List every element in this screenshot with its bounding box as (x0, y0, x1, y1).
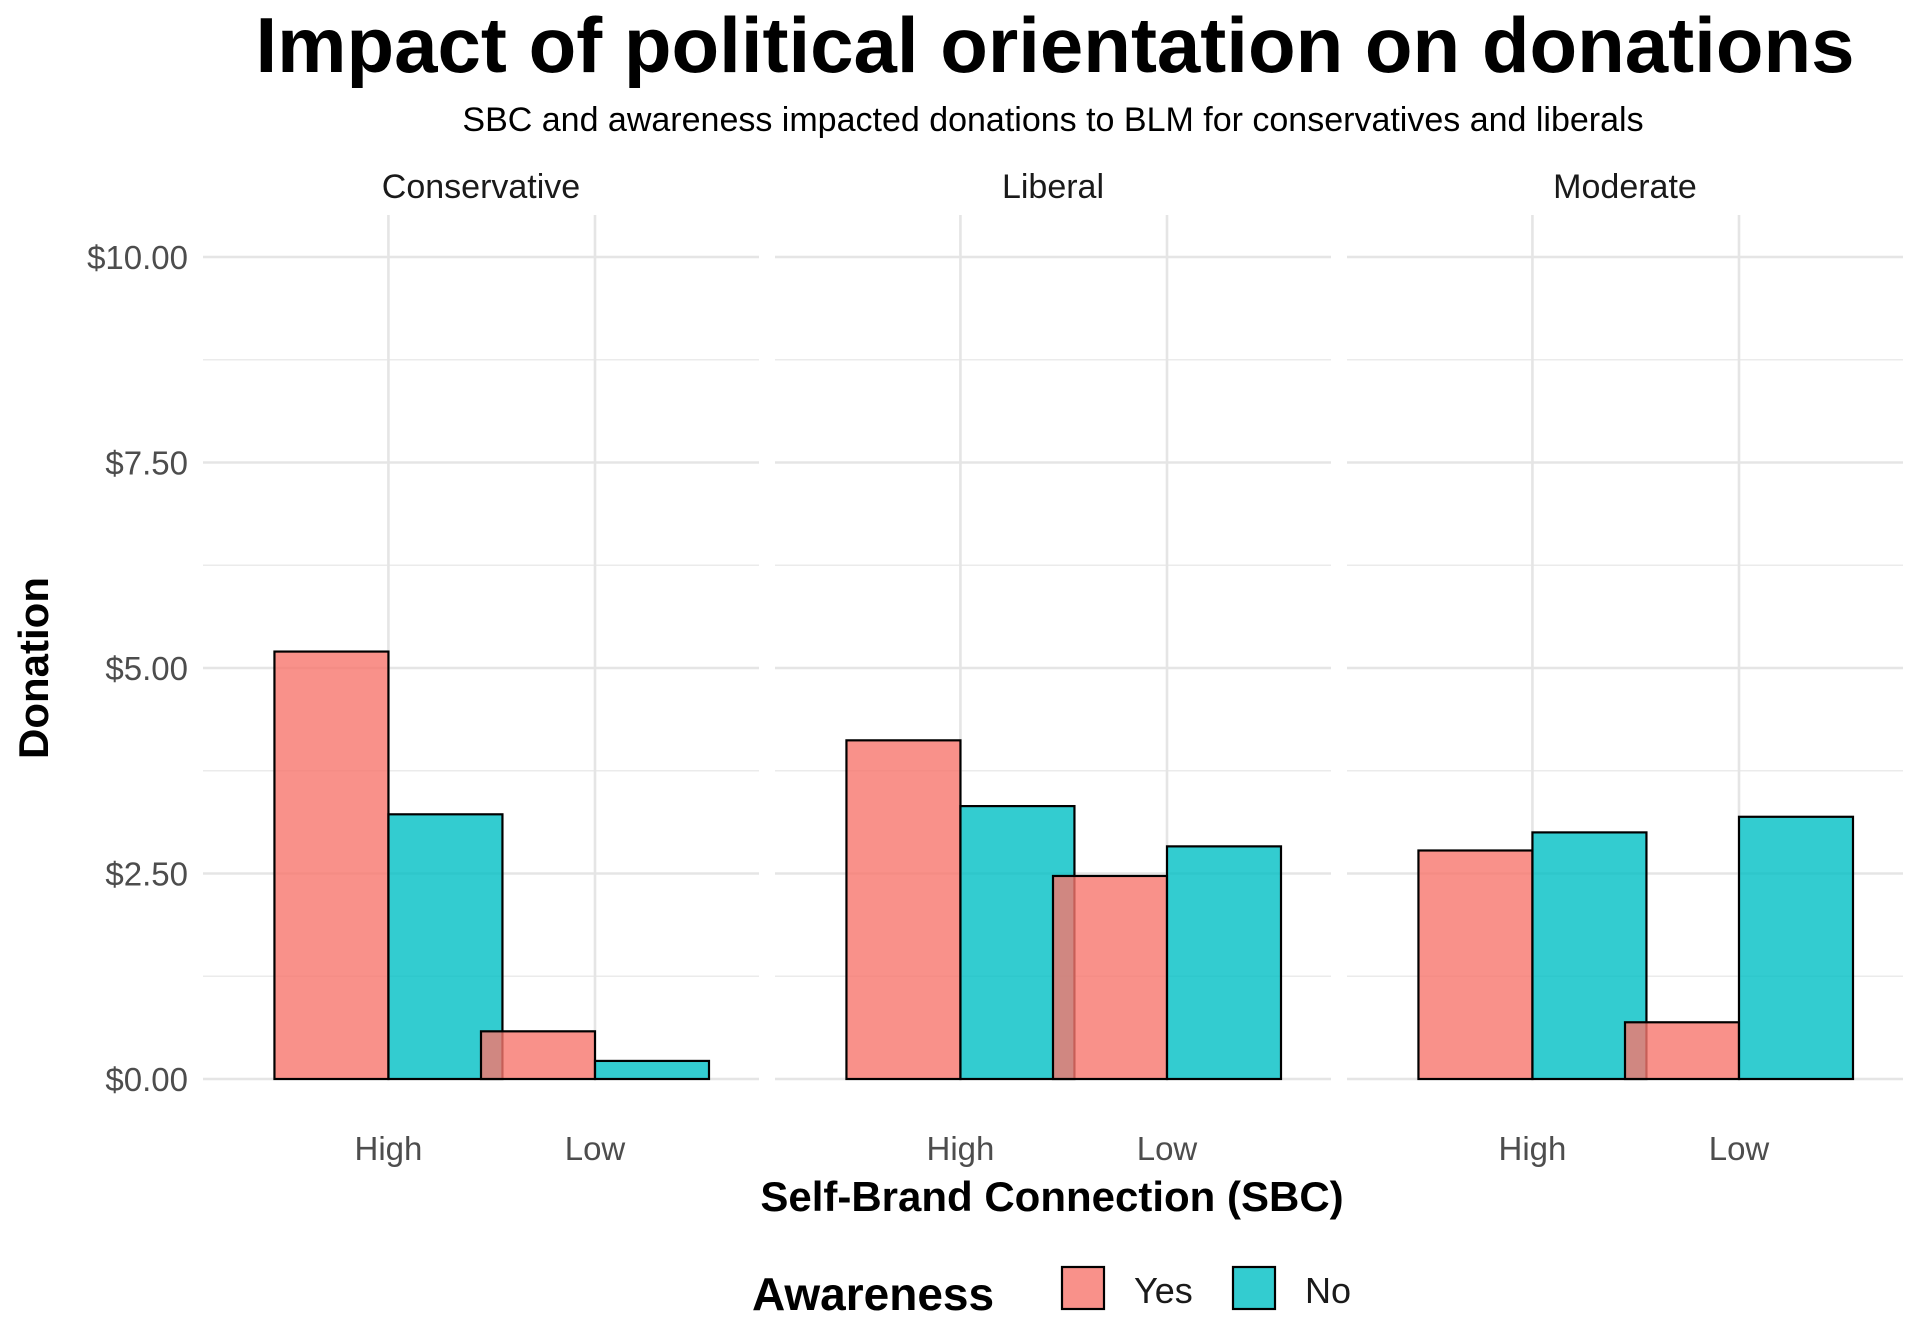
legend-title: Awareness (752, 1268, 994, 1320)
legend-key-no (1231, 1265, 1277, 1311)
bar-liberal-high-yes (845, 739, 962, 1081)
chart-title: Impact of political orientation on donat… (256, 1, 1855, 89)
x-tick-label: Low (1137, 1130, 1198, 1167)
x-axis-title: Self-Brand Connection (SBC) (760, 1173, 1343, 1220)
bar-liberal-low-yes (1051, 874, 1169, 1081)
y-axis-title: Donation (10, 577, 57, 759)
facet-moderate: Moderate High Low (1347, 168, 1903, 1167)
bar-conservative-high-yes (273, 650, 390, 1081)
bar-moderate-high-yes (1417, 849, 1534, 1081)
bar-liberal-low-no (1165, 845, 1283, 1081)
x-tick-label: High (1499, 1130, 1567, 1167)
y-tick-label: $7.50 (105, 445, 188, 482)
x-tick-label: High (927, 1130, 995, 1167)
facet-label: Conservative (382, 168, 580, 206)
legend: Awareness Yes No (752, 1265, 1351, 1320)
legend-label-yes: Yes (1134, 1270, 1193, 1311)
legend-key-yes (1060, 1265, 1106, 1311)
bar-conservative-low-yes (479, 1030, 597, 1081)
x-tick-label: High (355, 1130, 423, 1167)
bar-conservative-low-no (593, 1059, 711, 1081)
x-tick-label: Low (1709, 1130, 1770, 1167)
facet-label: Liberal (1002, 168, 1104, 206)
bar-moderate-low-no (1737, 815, 1855, 1081)
y-axis-ticks: $0.00 $2.50 $5.00 $7.50 $10.00 (87, 239, 188, 1098)
y-tick-label: $0.00 (105, 1061, 188, 1098)
facet-liberal: Liberal High Low (775, 168, 1331, 1167)
facet-conservative: Conservative High Low (203, 168, 759, 1167)
y-tick-label: $2.50 (105, 856, 188, 893)
y-tick-label: $10.00 (87, 239, 188, 276)
legend-label-no: No (1305, 1270, 1351, 1311)
facet-label: Moderate (1553, 168, 1697, 206)
chart-subtitle: SBC and awareness impacted donations to … (462, 101, 1643, 139)
bar-moderate-low-yes (1623, 1021, 1741, 1081)
x-tick-label: Low (565, 1130, 626, 1167)
y-tick-label: $5.00 (105, 650, 188, 687)
